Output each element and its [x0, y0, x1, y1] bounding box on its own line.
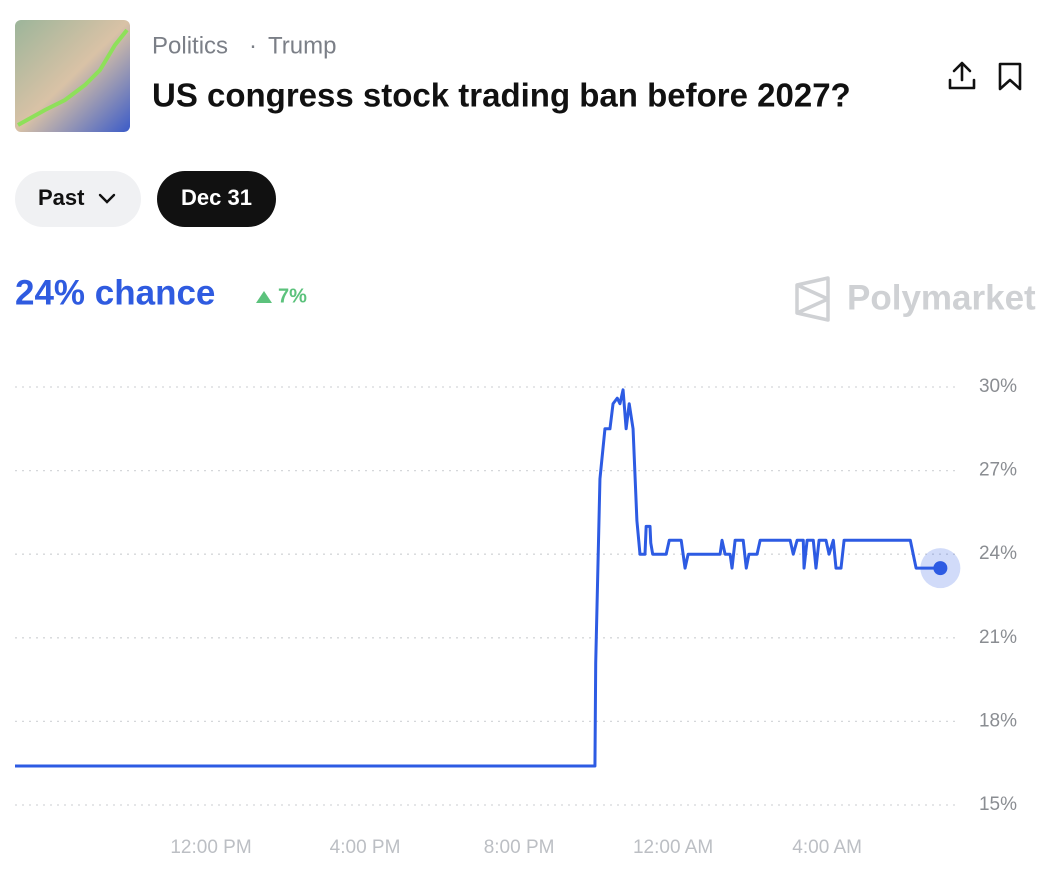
range-pill	[15, 171, 141, 227]
x-tick-label: 12:00 PM	[170, 837, 251, 858]
y-tick-label: 15%	[979, 794, 1017, 815]
thumbnail-trend	[17, 28, 129, 127]
date-button[interactable]: Dec 31	[157, 171, 276, 227]
y-tick-label: 18%	[979, 710, 1017, 731]
date-label: Dec 31	[181, 185, 252, 210]
market-title: US congress stock trading ban before 202…	[152, 77, 851, 114]
range-label: Past	[38, 185, 85, 210]
y-tick-label: 30%	[979, 376, 1017, 397]
logo-mark	[795, 276, 830, 322]
current-point	[933, 561, 948, 576]
range-button[interactable]: Past	[15, 171, 141, 227]
category[interactable]: Politics	[152, 32, 228, 59]
thumbnail-image	[15, 20, 130, 132]
chance: 24% chance	[15, 273, 215, 312]
separator: ·	[249, 32, 257, 59]
y-tick-label: 24%	[979, 543, 1017, 564]
date-pill	[157, 171, 276, 227]
share-button[interactable]	[948, 61, 976, 90]
brand-logo	[795, 276, 830, 322]
change: 7%	[278, 285, 307, 307]
y-tick-label: 21%	[979, 627, 1017, 648]
x-tick-label: 4:00 AM	[792, 837, 862, 858]
bookmark-button[interactable]	[998, 62, 1022, 91]
x-tick-label: 8:00 PM	[484, 837, 555, 858]
market-thumbnail	[15, 20, 130, 132]
up-triangle	[256, 291, 272, 303]
share-icon	[948, 61, 976, 90]
price-line	[15, 388, 941, 768]
y-tick-label: 27%	[979, 460, 1017, 481]
x-tick-label: 12:00 AM	[633, 837, 713, 858]
x-tick-label: 4:00 PM	[330, 837, 401, 858]
brand: Polymarket	[847, 278, 1036, 317]
bookmark-icon	[998, 62, 1022, 91]
chevron	[98, 193, 116, 204]
tag[interactable]: Trump	[268, 32, 336, 59]
